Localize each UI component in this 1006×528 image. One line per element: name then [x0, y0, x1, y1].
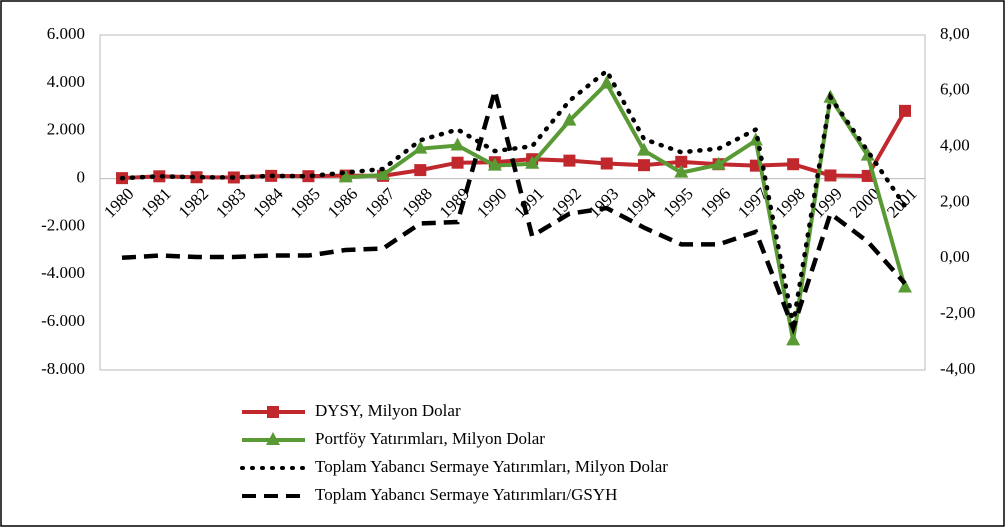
point — [637, 142, 651, 156]
y-tick-label: -8.000 — [41, 359, 85, 378]
series-line — [119, 67, 908, 325]
legend-marker — [267, 406, 279, 418]
series-line — [121, 82, 907, 335]
y2-tick-label: 6,00 — [940, 80, 970, 99]
point — [787, 158, 800, 171]
point — [302, 170, 315, 183]
y-tick-label: 4.000 — [47, 72, 85, 91]
point — [786, 332, 801, 346]
y2-tick-label: -4,00 — [940, 359, 975, 378]
point — [563, 154, 576, 167]
legend-marker — [266, 432, 280, 445]
legend-label: Toplam Yabancı Sermaye Yatırımları, Mily… — [315, 457, 668, 476]
y2-tick-label: 8,00 — [940, 24, 970, 43]
point — [525, 155, 540, 169]
legend-label: Toplam Yabancı Sermaye Yatırımları/GSYH — [315, 485, 617, 504]
point — [711, 156, 726, 170]
y-tick-label: 0 — [77, 167, 86, 186]
legend-label: Portföy Yatırımları, Milyon Dolar — [315, 429, 545, 448]
point — [674, 164, 689, 178]
y-tick-label: 2.000 — [47, 120, 85, 139]
point — [338, 169, 353, 183]
series-line — [345, 80, 907, 341]
point — [190, 171, 203, 184]
y2-tick-label: 2,00 — [940, 191, 970, 210]
point — [899, 104, 911, 117]
point — [451, 156, 464, 169]
point — [675, 155, 688, 168]
point — [153, 170, 166, 183]
y-tick-label: -6.000 — [41, 311, 85, 330]
point — [824, 169, 837, 182]
point — [487, 157, 502, 171]
point — [638, 159, 650, 172]
point — [376, 166, 390, 180]
plot-area — [99, 34, 926, 371]
point — [599, 75, 614, 89]
y-tick-label: -2.000 — [41, 215, 85, 234]
legend: DYSY, Milyon Dolar Portföy Yatırımları, M… — [240, 401, 668, 504]
point — [600, 157, 613, 170]
y-tick-label: 6.000 — [47, 24, 85, 43]
legend-label: DYSY, Milyon Dolar — [315, 401, 461, 420]
y2-tick-label: 0,00 — [940, 247, 970, 266]
point — [414, 164, 427, 177]
y2-tick-label: -2,00 — [940, 303, 975, 322]
y2-tick-label: 4,00 — [940, 136, 970, 155]
point — [413, 140, 428, 154]
point — [562, 112, 577, 126]
y-tick-label: -4.000 — [41, 263, 85, 282]
point — [450, 137, 465, 151]
point — [898, 279, 912, 293]
